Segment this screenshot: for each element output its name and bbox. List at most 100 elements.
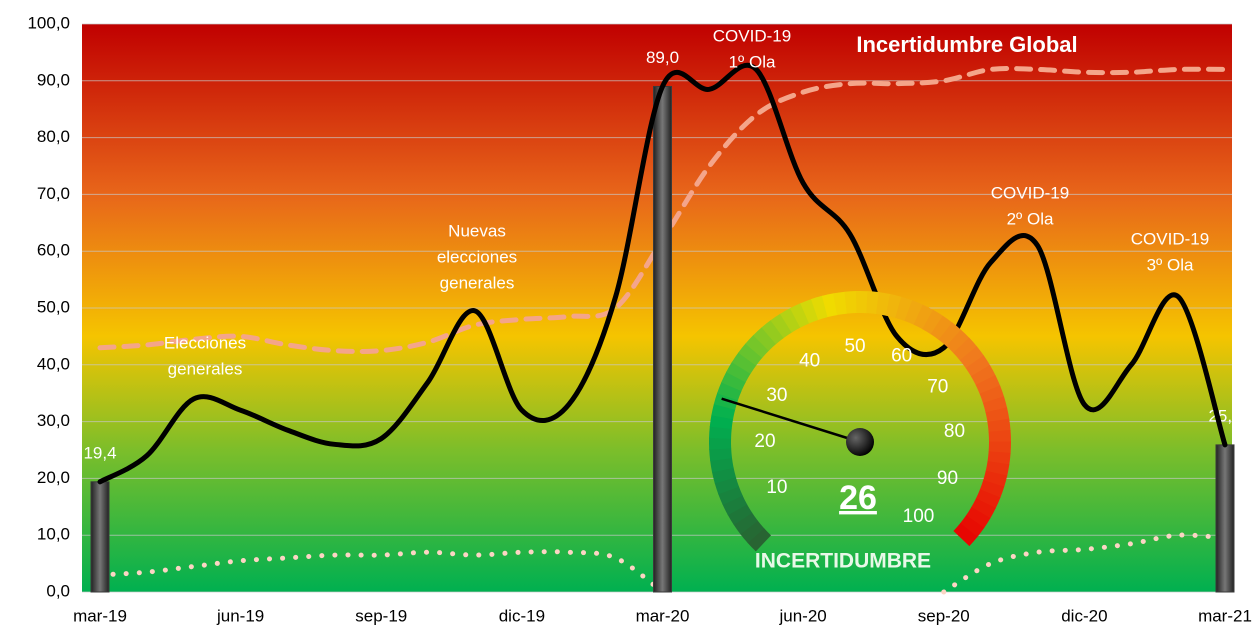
gauge-arc	[722, 406, 724, 417]
gauge-arc	[720, 448, 721, 459]
gauge-arc	[805, 309, 816, 313]
gauge-arc	[835, 303, 846, 305]
gauge-tick-label: 20	[754, 431, 775, 452]
annotation: 2º Ola	[1007, 209, 1054, 228]
gauge-arc	[981, 503, 986, 513]
x-tick-label: dic-19	[499, 606, 545, 625]
gauge-tick-label: 90	[937, 468, 958, 489]
gauge-arc	[968, 353, 975, 362]
annotation: COVID-19	[1131, 229, 1209, 248]
annotation: COVID-19	[713, 26, 791, 45]
bar	[654, 86, 672, 592]
gauge-arc	[736, 367, 742, 377]
x-tick-label: jun-19	[216, 606, 264, 625]
x-tick-label: mar-20	[636, 606, 690, 625]
gauge-hub	[846, 428, 874, 456]
gauge-arc	[754, 343, 762, 351]
gauge-tick-label: 60	[891, 346, 912, 367]
gauge-arc	[728, 490, 732, 500]
gauge-arc	[908, 311, 918, 315]
gauge-arc	[986, 380, 991, 390]
gauge-arc	[825, 304, 836, 306]
chart-title: Incertidumbre Global	[856, 32, 1077, 57]
y-tick-label: 10,0	[37, 525, 70, 544]
gauge-arc	[954, 338, 962, 346]
gauge-arc	[996, 463, 998, 474]
y-tick-label: 30,0	[37, 411, 70, 430]
gauge-arc	[961, 530, 968, 539]
gauge-arc	[994, 473, 997, 484]
y-tick-label: 50,0	[37, 297, 70, 316]
gauge-value: 26	[839, 479, 877, 517]
annotation: generales	[168, 359, 243, 378]
gauge-arc	[741, 359, 747, 368]
x-tick-label: sep-19	[355, 606, 407, 625]
gauge-arc	[975, 513, 981, 523]
gauge-label: INCERTIDUMBRE	[755, 550, 931, 573]
gauge-arc	[723, 469, 726, 480]
gauge-arc	[749, 527, 756, 536]
gauge-arc	[728, 386, 732, 397]
gauge-arc	[769, 329, 778, 336]
gauge-arc	[990, 483, 994, 494]
gauge-tick-label: 100	[903, 506, 935, 527]
gauge-arc	[756, 535, 764, 543]
y-tick-label: 100,0	[27, 13, 70, 32]
x-tick-label: sep-20	[918, 606, 970, 625]
gauge-arc	[721, 459, 723, 470]
gauge-arc	[998, 420, 999, 431]
gauge-arc	[968, 521, 975, 530]
gauge-tick-label: 70	[927, 377, 948, 398]
gauge-arc	[986, 493, 991, 503]
y-tick-label: 0,0	[46, 581, 70, 600]
gauge-arc	[731, 377, 736, 387]
gauge-arc	[777, 323, 786, 329]
bar	[91, 482, 109, 592]
x-tick-label: mar-19	[73, 606, 127, 625]
gauge-arc	[795, 313, 805, 318]
gauge-arc	[786, 318, 796, 324]
gauge-arc	[761, 335, 769, 343]
gauge-arc	[990, 390, 994, 401]
x-tick-label: jun-20	[778, 606, 826, 625]
value-label: 19,4	[83, 443, 116, 462]
gauge-arc	[975, 362, 981, 372]
gauge-arc	[888, 305, 899, 308]
annotation: generales	[440, 273, 515, 292]
x-tick-label: dic-20	[1061, 606, 1107, 625]
y-tick-label: 20,0	[37, 468, 70, 487]
gauge-tick-label: 50	[844, 336, 865, 357]
gauge-arc	[720, 427, 721, 438]
gauge-arc	[877, 303, 888, 305]
annotation: Nuevas	[448, 221, 506, 240]
gauge-arc	[996, 410, 998, 421]
gauge-arc	[721, 417, 723, 428]
gauge-arc	[898, 307, 909, 311]
y-tick-label: 90,0	[37, 70, 70, 89]
value-label: 89,0	[646, 48, 679, 67]
gauge-arc	[928, 319, 938, 325]
gauge-arc	[747, 350, 754, 359]
gauge-arc	[945, 331, 954, 338]
gauge-arc	[732, 500, 737, 510]
gauge-tick-label: 30	[766, 385, 787, 406]
y-tick-label: 40,0	[37, 354, 70, 373]
annotation: Elecciones	[164, 333, 246, 352]
y-tick-label: 80,0	[37, 127, 70, 146]
gauge-arc	[815, 306, 826, 309]
gauge-tick-label: 80	[944, 421, 965, 442]
annotation: 3º Ola	[1147, 255, 1194, 274]
gauge-arc	[961, 345, 968, 354]
gauge-arc	[846, 302, 857, 303]
gauge-arc	[918, 315, 928, 320]
gauge-arc	[867, 302, 878, 303]
y-tick-label: 60,0	[37, 241, 70, 260]
y-tick-label: 70,0	[37, 184, 70, 203]
gauge-arc	[980, 371, 985, 381]
gauge-arc	[743, 518, 750, 527]
gauge-tick-label: 40	[799, 350, 820, 371]
annotation: 1º Ola	[729, 52, 776, 71]
chart: 0,0 10,0 20,0 30,0 40,0 50,0 60,0 70,0 80,0 90,0 1…	[0, 0, 1257, 628]
annotation: elecciones	[437, 247, 517, 266]
gauge-arc	[737, 509, 743, 519]
